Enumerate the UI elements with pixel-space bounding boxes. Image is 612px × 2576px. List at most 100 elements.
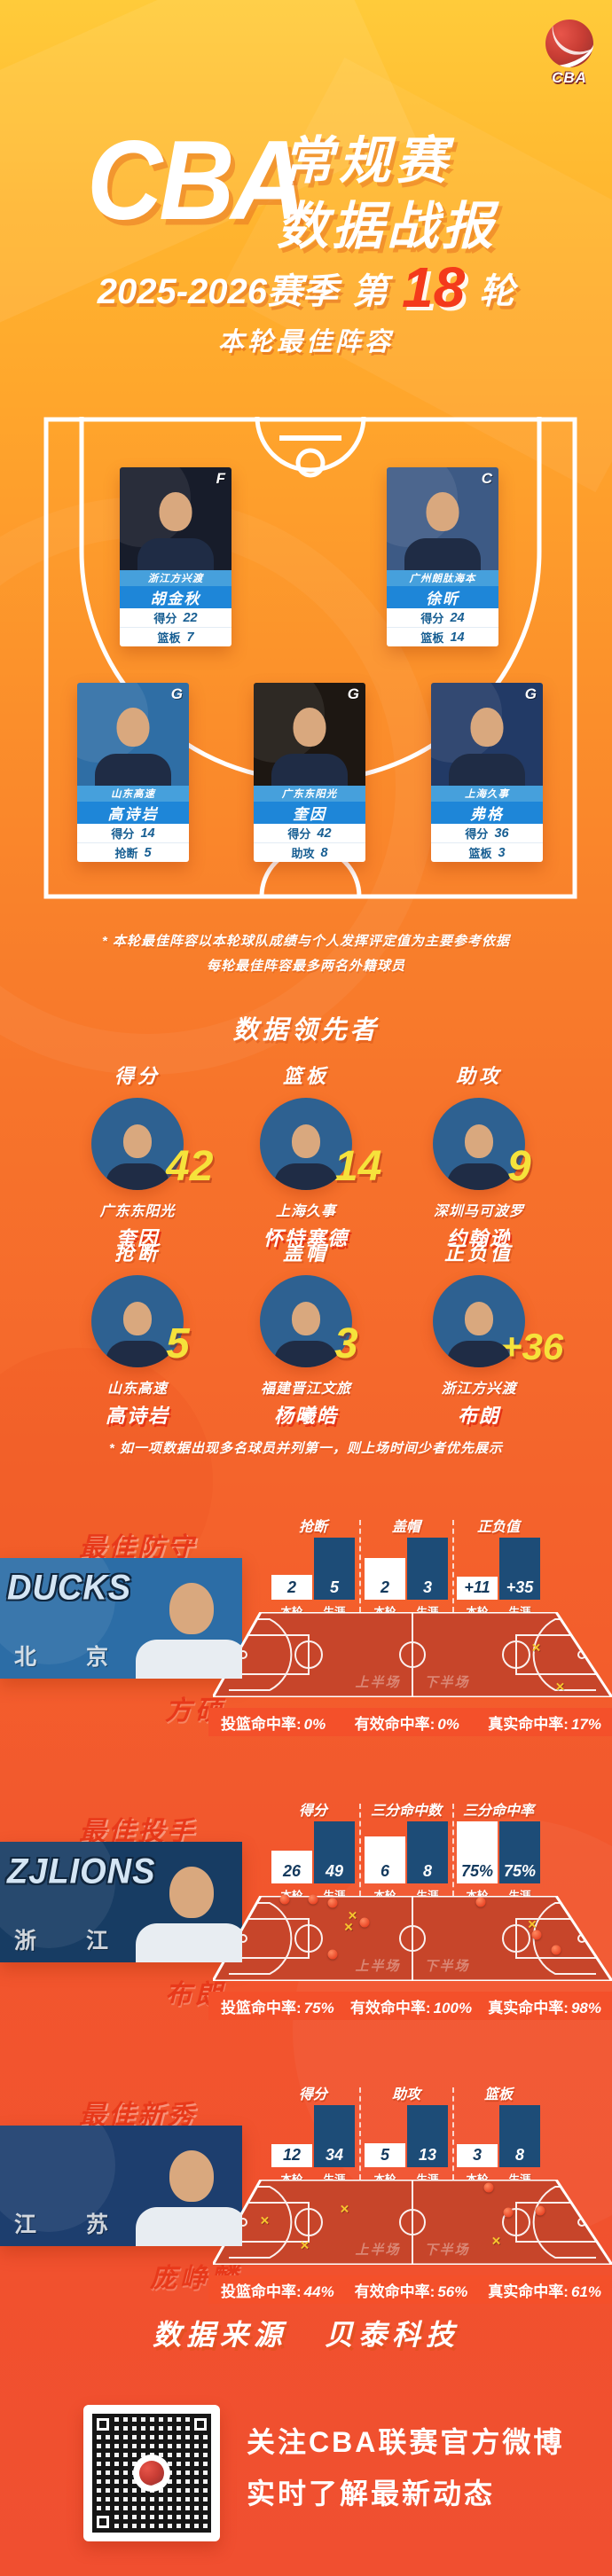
lineup-footnote-line1: * 本轮最佳阵容以本轮球队成绩与个人发挥评定值为主要参考依据: [101, 934, 510, 949]
source-value: 贝泰科技: [325, 2319, 460, 2351]
leader-avatar: [260, 1098, 352, 1190]
team-name: 浙江方兴渡: [120, 570, 231, 586]
shooting-percentages: 投篮命中率: 44% 有效命中率: 56% 真实命中率: 61%: [208, 2275, 612, 2304]
pct-label: 真实命中率:: [488, 1999, 569, 2016]
career-bar: 5: [314, 1538, 355, 1600]
career-value: 3: [422, 1578, 432, 1597]
pct-label: 有效命中率:: [349, 1999, 431, 2016]
missed-shot-marker: ×: [340, 2200, 349, 2218]
stat-group-title: 正负值: [476, 1520, 520, 1535]
footer-line2: 实时了解最新动态: [247, 2478, 496, 2509]
stat-row: 得分 36: [431, 824, 543, 842]
player-avatar: [95, 708, 171, 786]
stat-group: 盖帽 2 3 本轮生涯: [362, 1515, 451, 1619]
career-value: +35: [506, 1578, 534, 1597]
player-avatar: [136, 1583, 242, 1679]
leader-name: 杨曦皓: [273, 1405, 338, 1427]
qr-finder-icon: [92, 2511, 114, 2533]
leader-avatar: [433, 1098, 525, 1190]
stat-label: 篮板: [468, 847, 492, 860]
made-shot-marker: [531, 1930, 541, 1940]
best-shooter-section: 最佳投手 ZJLIONS 浙江 布朗 得分 26 49 本轮生涯 三分命中数 6…: [0, 1797, 612, 2080]
footer-text: 关注CBA联赛官方微博 实时了解最新动态: [247, 2428, 564, 2508]
leader-name: 怀特塞德: [263, 1227, 349, 1249]
pct-value: 75%: [303, 1999, 334, 2016]
round-bar: 2: [271, 1575, 312, 1600]
divider: [359, 1804, 361, 1896]
section-title: 最佳防守: [79, 1533, 196, 1562]
team-logo-text: ZJLIONS: [7, 1852, 156, 1892]
team-name: 山东高速: [77, 786, 189, 802]
round-bar: 26: [271, 1851, 312, 1883]
efg-pct: 有效命中率: 56%: [355, 2279, 468, 2301]
stat-row: 得分 24: [387, 608, 498, 627]
round-bar: 12: [271, 2144, 312, 2167]
second-half-label: 下半场: [424, 1959, 470, 1974]
player-photo: F: [120, 467, 231, 570]
leader-category: 正负值: [443, 1242, 514, 1265]
leader-category: 得分: [114, 1065, 161, 1087]
stat-group-title: 盖帽: [391, 1520, 420, 1535]
pct-label: 投篮命中率:: [221, 1715, 302, 1733]
stat-row: 得分 14: [77, 824, 189, 842]
leader-value: 3: [334, 1320, 358, 1367]
stat-value: 5: [144, 845, 152, 860]
player-avatar: [274, 1124, 338, 1190]
stat-value: 8: [320, 845, 328, 860]
stat-group: 篮板 3 8 本轮生涯: [454, 2082, 543, 2187]
career-bar: 75%: [499, 1821, 540, 1883]
career-bar: 3: [407, 1538, 448, 1600]
divider: [359, 2087, 361, 2180]
made-shot-marker: [359, 1917, 370, 1928]
round-bar: 75%: [457, 1821, 498, 1883]
round-bar: 3: [457, 2144, 498, 2167]
stat-value: 36: [494, 826, 509, 841]
made-shot-marker: [535, 2205, 545, 2216]
player-avatar: [274, 1302, 338, 1367]
player-photo: G: [431, 683, 543, 786]
stat-row: 篮板 3: [431, 842, 543, 862]
first-half-label: 上半场: [355, 1675, 401, 1690]
player-avatar: [136, 1867, 242, 1962]
round-bar: 6: [365, 1836, 405, 1883]
career-value: 75%: [503, 1862, 537, 1881]
missed-shot-marker: ×: [344, 1918, 353, 1936]
stat-value: 3: [498, 845, 506, 860]
stat-group-title: 三分命中率: [462, 1804, 534, 1819]
leader-value: 14: [334, 1143, 382, 1190]
leader-item: 盖帽 3 福建晋江文旅 杨曦皓: [217, 1238, 395, 1429]
leader-item: 助攻 9 深圳马可波罗 约翰逊: [390, 1061, 568, 1251]
stat-label: 助攻: [291, 847, 315, 860]
position-badge: G: [347, 685, 359, 702]
leader-team: 浙江方兴渡: [441, 1382, 517, 1397]
stat-group-title: 篮板: [483, 2087, 513, 2102]
round-value: 2: [286, 1578, 296, 1597]
leader-item: 得分 42 广东东阳光 奎因: [49, 1061, 226, 1251]
ts-pct: 真实命中率: 98%: [488, 1995, 601, 2017]
stat-label: 得分: [153, 612, 177, 625]
basketball-logo-icon: [139, 2461, 164, 2486]
qr-center-logo: [133, 2455, 170, 2492]
leader-team: 山东高速: [106, 1382, 168, 1397]
career-value: 8: [422, 1862, 432, 1881]
leader-name: 高诗岩: [105, 1405, 169, 1427]
stat-label: 篮板: [157, 631, 181, 645]
stat-value: 7: [186, 630, 194, 645]
pct-label: 投篮命中率:: [221, 2282, 302, 2300]
efg-pct: 有效命中率: 100%: [350, 1995, 472, 2017]
player-photo-block: 江苏: [0, 2126, 242, 2246]
stat-group: 得分 12 34 本轮生涯: [269, 2082, 357, 2187]
stat-group: 正负值 +11 +35 本轮生涯: [454, 1515, 543, 1619]
position-badge: F: [216, 470, 225, 487]
qr-code: [83, 2405, 220, 2541]
team-name: 广州朗肽海本: [387, 570, 498, 586]
career-bar: 34: [314, 2105, 355, 2167]
made-shot-marker: [327, 1949, 338, 1960]
divider: [452, 1520, 454, 1612]
team-logo-subtext: 浙江: [14, 1929, 159, 1954]
career-value: 49: [325, 1862, 344, 1881]
section-title: 最佳投手: [79, 1817, 196, 1846]
bar-pair: 75% 75%: [457, 1820, 540, 1883]
player-photo: G: [254, 683, 365, 786]
made-shot-marker: [483, 2182, 493, 2193]
